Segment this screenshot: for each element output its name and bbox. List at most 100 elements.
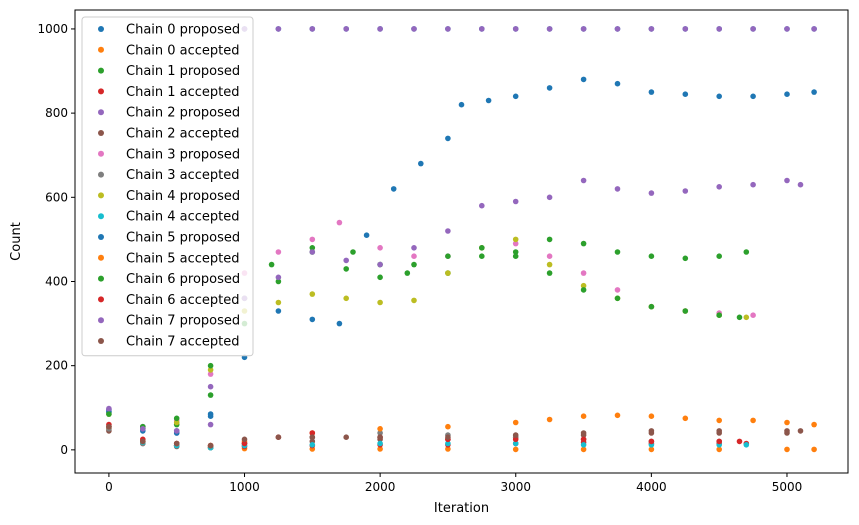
y-axis-label: Count	[9, 222, 24, 261]
data-point	[411, 261, 417, 268]
data-point	[173, 415, 180, 422]
data-point	[207, 392, 214, 398]
data-point	[614, 295, 621, 302]
legend-marker	[98, 171, 104, 178]
legend-label: Chain 0 proposed	[126, 23, 240, 38]
data-point	[614, 80, 621, 87]
data-point	[275, 274, 282, 281]
data-point	[343, 26, 350, 32]
data-point	[750, 93, 756, 100]
data-point	[614, 412, 621, 419]
data-point	[811, 421, 817, 428]
legend-marker	[98, 192, 104, 199]
data-point	[377, 434, 383, 441]
data-point	[377, 274, 383, 281]
data-point	[546, 261, 553, 268]
data-point	[716, 428, 722, 434]
data-point	[750, 181, 756, 188]
legend-marker	[98, 88, 104, 95]
data-point	[275, 434, 282, 441]
data-point	[275, 249, 282, 255]
data-point	[648, 190, 655, 196]
data-point	[411, 253, 417, 259]
data-point	[580, 287, 587, 293]
data-point	[140, 426, 146, 432]
legend-label: Chain 2 accepted	[126, 127, 240, 142]
data-point	[350, 249, 356, 255]
data-point	[275, 26, 282, 32]
x-tick-label: 0	[105, 480, 113, 494]
data-point	[106, 423, 112, 430]
data-point	[811, 26, 817, 32]
y-tick-label: 200	[45, 359, 68, 373]
data-point	[512, 240, 519, 247]
data-point	[743, 249, 750, 255]
data-point	[580, 413, 587, 420]
data-point	[784, 428, 790, 434]
data-point	[580, 76, 587, 83]
plot-frame	[74, 9, 849, 474]
data-point	[716, 93, 722, 100]
data-point	[546, 253, 553, 259]
legend-box	[81, 16, 254, 357]
legend-label: Chain 5 proposed	[126, 231, 240, 246]
data-point	[546, 236, 553, 243]
data-point	[716, 438, 722, 445]
data-point	[512, 198, 519, 205]
data-point	[784, 177, 790, 184]
data-point	[512, 236, 519, 243]
x-tick-label: 4000	[636, 480, 667, 494]
data-point	[648, 438, 655, 445]
data-point	[716, 446, 722, 453]
data-point	[445, 270, 451, 276]
data-point	[784, 446, 790, 453]
legend-label: Chain 6 proposed	[126, 272, 240, 287]
data-point	[648, 413, 655, 420]
legend-label: Chain 1 accepted	[126, 85, 240, 100]
x-tick-label: 3000	[500, 480, 531, 494]
data-point	[512, 440, 519, 447]
legend-label: Chain 7 proposed	[126, 314, 240, 329]
data-point	[512, 436, 519, 443]
data-point	[750, 312, 756, 319]
data-point	[743, 314, 750, 321]
data-point	[784, 91, 790, 97]
series-15	[106, 423, 804, 449]
y-tick-label: 600	[45, 190, 68, 204]
series-14	[106, 177, 804, 434]
data-point	[784, 26, 790, 32]
data-point	[797, 428, 804, 434]
data-point	[682, 188, 689, 194]
legend-label: Chain 3 accepted	[126, 168, 240, 183]
legend-marker	[98, 46, 104, 53]
data-point	[411, 245, 417, 251]
data-point	[811, 446, 817, 453]
data-point	[377, 26, 383, 32]
data-point	[445, 440, 451, 447]
data-point	[479, 202, 485, 209]
data-point	[580, 446, 587, 453]
data-point	[716, 184, 722, 190]
data-point	[106, 405, 112, 412]
data-point	[309, 434, 316, 441]
legend-marker	[98, 109, 104, 116]
data-point	[648, 428, 655, 434]
legend-marker	[98, 275, 104, 282]
data-point	[614, 26, 621, 32]
data-point	[736, 438, 743, 445]
data-points	[106, 26, 817, 453]
data-point	[404, 270, 411, 276]
legend-label: Chain 2 proposed	[126, 106, 240, 121]
x-tick-label: 1000	[229, 480, 260, 494]
data-point	[309, 26, 316, 32]
legend-marker	[98, 317, 104, 324]
legend-label: Chain 5 accepted	[126, 251, 240, 266]
data-point	[343, 295, 350, 302]
data-point	[716, 312, 722, 319]
data-point	[479, 26, 485, 32]
data-point	[173, 428, 180, 434]
data-point	[811, 89, 817, 95]
legend-marker	[98, 296, 104, 303]
data-point	[411, 297, 417, 304]
